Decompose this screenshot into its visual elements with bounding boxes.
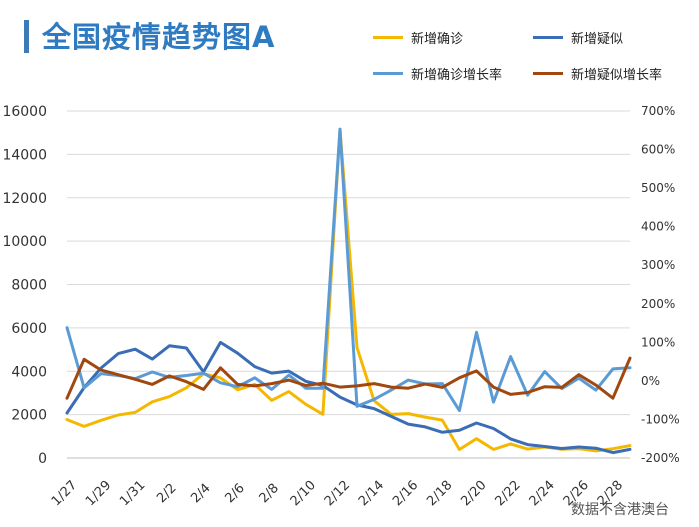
y-left-tick-label: 10000 bbox=[2, 234, 47, 250]
legend-label-new-suspected: 新增疑似 bbox=[571, 31, 624, 47]
y-right-tick-label: 300% bbox=[641, 258, 675, 272]
y-left-tick-label: 6000 bbox=[11, 321, 47, 337]
x-tick-label: 2/24 bbox=[527, 478, 558, 509]
y-right-tick-label: 500% bbox=[641, 181, 675, 195]
x-tick-label: 1/27 bbox=[49, 478, 80, 509]
y-right-tick-label: 200% bbox=[641, 297, 675, 311]
x-tick-label: 2/12 bbox=[322, 478, 353, 509]
legend-swatch-suspected-growth bbox=[533, 71, 563, 75]
x-tick-label: 1/29 bbox=[83, 478, 114, 509]
x-tick-label: 2/6 bbox=[222, 481, 247, 506]
x-tick-label: 1/31 bbox=[117, 478, 148, 509]
y-right-tick-label: 600% bbox=[641, 143, 675, 157]
y-left-tick-label: 4000 bbox=[11, 364, 47, 380]
legend-swatch-new-confirmed bbox=[373, 35, 403, 39]
x-tick-label: 2/18 bbox=[424, 478, 455, 509]
legend-item-suspected-growth: 新增疑似增长率 bbox=[533, 64, 663, 83]
x-tick-label: 2/14 bbox=[356, 478, 387, 509]
legend-swatch-new-suspected bbox=[533, 35, 563, 39]
y-right-tick-label: -200% bbox=[641, 451, 680, 465]
x-tick-label: 2/2 bbox=[154, 481, 179, 506]
y-left-tick-label: 14000 bbox=[2, 147, 47, 163]
title-accent-bar bbox=[24, 20, 29, 53]
series-line-0 bbox=[65, 127, 632, 453]
legend-label-confirmed-growth: 新增确诊增长率 bbox=[411, 67, 503, 83]
x-tick-label: 2/20 bbox=[458, 478, 489, 509]
source-note: 数据不含港澳台 bbox=[571, 502, 669, 518]
y-right-tick-label: 700% bbox=[641, 104, 675, 118]
y-right-tick-label: 100% bbox=[641, 335, 675, 349]
y-left-tick-label: 2000 bbox=[11, 408, 47, 424]
y-right-tick-label: -100% bbox=[641, 412, 680, 426]
x-tick-label: 2/22 bbox=[492, 478, 523, 509]
y-left-tick-label: 8000 bbox=[11, 278, 47, 294]
legend-item-new-suspected: 新增疑似 bbox=[533, 28, 624, 47]
y-left-tick-label: 0 bbox=[38, 451, 47, 467]
series-line-2 bbox=[65, 127, 632, 413]
y-right-tick-label: 400% bbox=[641, 220, 675, 234]
legend-item-confirmed-growth: 新增确诊增长率 bbox=[373, 64, 503, 83]
chart-title: 全国疫情趋势图A bbox=[42, 20, 276, 54]
legend-label-new-confirmed: 新增确诊 bbox=[411, 31, 464, 47]
series-line-1 bbox=[65, 340, 632, 455]
y-left-tick-label: 16000 bbox=[2, 104, 47, 120]
legend-item-new-confirmed: 新增确诊 bbox=[373, 28, 464, 47]
x-tick-label: 2/8 bbox=[257, 481, 282, 506]
y-right-tick-label: 0% bbox=[641, 374, 660, 388]
legend-swatch-confirmed-growth bbox=[373, 71, 403, 75]
x-tick-label: 2/16 bbox=[390, 478, 421, 509]
legend-label-suspected-growth: 新增疑似增长率 bbox=[571, 67, 663, 83]
x-tick-label: 2/10 bbox=[288, 478, 319, 509]
y-left-tick-label: 12000 bbox=[2, 191, 47, 207]
x-tick-label: 2/4 bbox=[188, 481, 213, 506]
series-line-3 bbox=[65, 356, 632, 400]
